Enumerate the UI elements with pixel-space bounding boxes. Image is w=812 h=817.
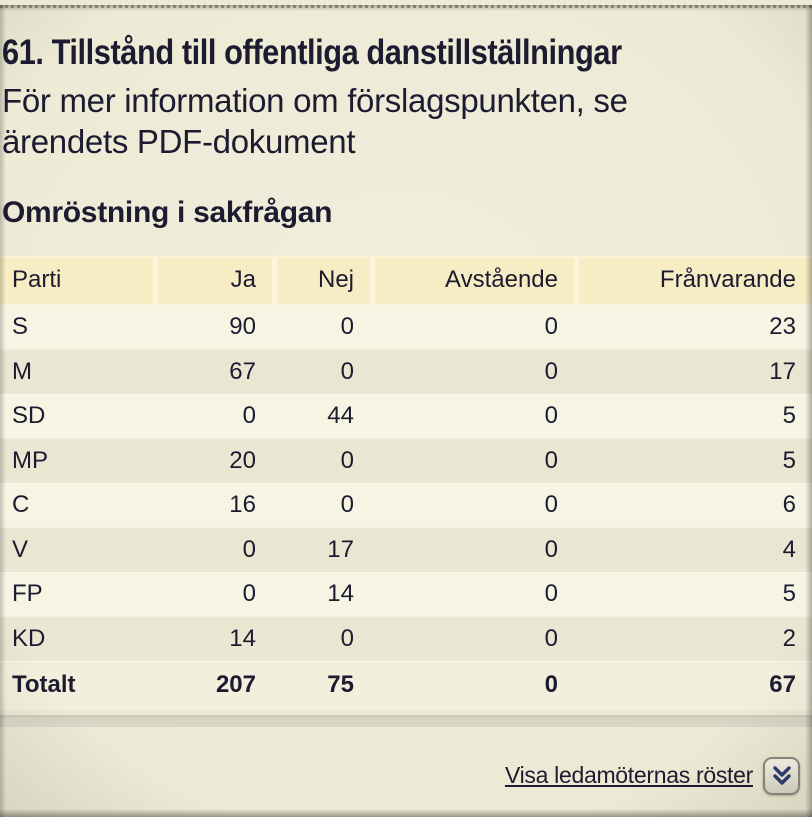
page-subtitle: För mer information om förslagspunkten, … [2, 80, 812, 163]
cell-avstaende: 0 [544, 535, 558, 563]
cell-ja: 14 [229, 624, 256, 652]
cell-ja: 90 [229, 313, 256, 341]
cell-avstaende: 0 [544, 580, 558, 608]
table-row: M 67 0 0 17 [0, 349, 812, 394]
cell-franvarande: 2 [782, 624, 796, 652]
subtitle-line: För mer information om förslagspunkten, … [2, 81, 628, 119]
expand-votes-button[interactable] [763, 756, 800, 795]
cell-ja: 67 [229, 357, 256, 385]
cell-franvarande: 5 [782, 580, 796, 608]
cell-parti: SD [12, 402, 46, 430]
cell-nej: 17 [327, 535, 354, 563]
cell-parti: KD [12, 624, 46, 652]
cell-ja: 16 [229, 491, 256, 519]
table-row: FP 0 14 0 5 [0, 571, 812, 617]
cell-parti: MP [12, 446, 48, 474]
table-row: S 90 0 0 23 [0, 304, 812, 350]
table-header-row: Parti Ja Nej Avstående Frånvarande [0, 255, 812, 305]
table-row: SD 0 44 0 5 [0, 393, 812, 439]
section-heading: Omröstning i sakfrågan [2, 195, 333, 229]
cell-nej: 44 [327, 402, 354, 430]
cell-ja: 0 [242, 580, 256, 608]
total-label: Totalt [12, 671, 76, 699]
cell-franvarande: 17 [769, 357, 796, 385]
table-row: KD 14 0 0 2 [0, 616, 812, 661]
column-header-ja: Ja [153, 255, 272, 305]
table-row: C 16 0 0 6 [0, 482, 812, 528]
cell-franvarande: 6 [782, 491, 796, 519]
cell-nej: 0 [340, 491, 354, 519]
table-row: MP 20 0 0 5 [0, 438, 812, 483]
page-title: 61. Tillstånd till offentliga danstillst… [2, 33, 622, 72]
cell-franvarande: 5 [782, 402, 796, 430]
cell-avstaende: 0 [544, 357, 558, 385]
total-nej: 75 [327, 671, 354, 699]
cell-franvarande: 4 [782, 535, 796, 563]
footer: Visa ledamöternas röster [0, 756, 800, 795]
cell-nej: 0 [340, 357, 354, 385]
table-row: V 0 17 0 4 [0, 527, 812, 572]
cell-nej: 0 [340, 446, 354, 474]
double-chevron-down-icon [772, 766, 791, 785]
column-header-parti: Parti [12, 266, 62, 294]
column-header-franvarande: Frånvarande [574, 255, 812, 305]
cell-ja: 0 [242, 402, 256, 430]
cell-parti: S [12, 313, 29, 341]
total-avstaende: 0 [544, 671, 558, 699]
cell-avstaende: 0 [544, 446, 558, 474]
show-member-votes-link[interactable]: Visa ledamöternas röster [504, 762, 753, 789]
cell-ja: 0 [242, 535, 256, 563]
cell-avstaende: 0 [544, 624, 558, 652]
subtitle-line: ärendets PDF-dokument [2, 123, 356, 161]
cell-ja: 20 [229, 446, 256, 474]
cell-avstaende: 0 [544, 313, 558, 341]
column-header-avstaende: Avstående [370, 255, 574, 305]
cell-nej: 0 [340, 313, 354, 341]
cell-parti: FP [12, 580, 43, 608]
vote-table: Parti Ja Nej Avstående Frånvarande S 90 … [0, 255, 812, 710]
cell-franvarande: 5 [782, 446, 796, 474]
cell-parti: C [12, 491, 30, 519]
cell-nej: 14 [327, 580, 354, 608]
cell-parti: V [12, 535, 29, 563]
total-franvarande: 67 [769, 671, 796, 699]
cell-parti: M [12, 357, 32, 385]
total-ja: 207 [215, 671, 256, 699]
total-row: Totalt 207 75 0 67 [0, 660, 812, 710]
cell-avstaende: 0 [544, 491, 558, 519]
top-dotted-divider [0, 5, 812, 8]
page: 61. Tillstånd till offentliga danstillst… [0, 5, 812, 817]
cell-avstaende: 0 [544, 402, 558, 430]
cell-franvarande: 23 [769, 313, 796, 341]
column-header-nej: Nej [272, 255, 370, 305]
table-footer-divider [0, 714, 812, 727]
cell-nej: 0 [340, 624, 354, 652]
